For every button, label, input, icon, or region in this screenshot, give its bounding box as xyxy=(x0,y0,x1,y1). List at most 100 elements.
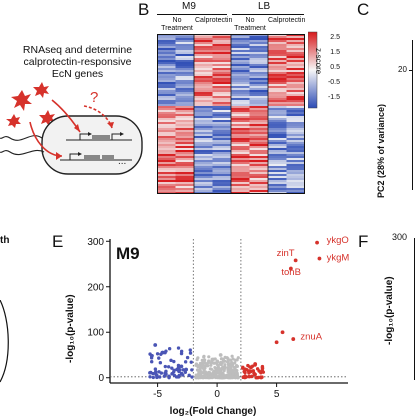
heatmap-cell xyxy=(194,154,213,157)
heatmap-cell xyxy=(249,106,269,109)
heatmap-cell xyxy=(231,182,250,185)
volcano-point-down xyxy=(188,351,193,355)
heatmap-cell xyxy=(175,152,195,155)
colorbar-tick-labels: 2.5 1.5 0.5 -0.5 -1.5 xyxy=(320,30,340,105)
heatmap-cell xyxy=(249,52,269,55)
heatmap-cell xyxy=(268,70,287,73)
heatmap-cell xyxy=(249,86,269,89)
heatmap-cell xyxy=(249,40,269,43)
heatmap-cell xyxy=(286,156,305,159)
heatmap-cell xyxy=(268,188,287,191)
pc2-axis-label: PC2 (28% of variance) xyxy=(376,103,386,198)
heatmap-cell xyxy=(194,180,213,183)
panel-a-line-3: EcN genes xyxy=(51,68,104,80)
heatmap-cell xyxy=(249,124,269,127)
volcano-point-down xyxy=(177,369,181,374)
heatmap-cell xyxy=(268,42,287,45)
volcano-point-down xyxy=(157,370,161,374)
heatmap-cell xyxy=(194,182,213,185)
heatmap-cell xyxy=(194,34,213,37)
heatmap-cell xyxy=(212,190,232,193)
heatmap-cell xyxy=(175,90,195,93)
volcano-x-tick-label: 5 xyxy=(274,389,280,400)
heatmap-cell xyxy=(286,102,305,105)
heatmap-cell xyxy=(194,126,213,129)
volcano-point-up xyxy=(260,368,265,373)
heatmap-cell xyxy=(249,84,269,87)
heatmap-cell xyxy=(249,160,269,163)
heatmap-cell xyxy=(157,80,176,83)
heatmap-cell xyxy=(286,170,305,173)
volcano-point xyxy=(225,359,230,364)
colorbar-title: z-score xyxy=(314,48,323,75)
heatmap-cell xyxy=(212,104,232,107)
heatmap-cell xyxy=(268,98,287,101)
volcano-point-down xyxy=(163,364,168,369)
heatmap-cell xyxy=(194,174,213,177)
calprotectin-star-icon xyxy=(39,110,55,126)
heatmap-cell xyxy=(157,48,176,51)
volcano-point-up xyxy=(251,369,256,373)
volcano-point-nonsig xyxy=(197,375,202,379)
heatmap-cell xyxy=(175,36,195,39)
volcano-point-down xyxy=(190,368,194,372)
heatmap-cell xyxy=(157,66,176,69)
heatmap-cell xyxy=(157,36,176,39)
heatmap-cell xyxy=(286,124,305,127)
heatmap-cell xyxy=(194,148,213,151)
heatmap-cell xyxy=(231,58,250,61)
volcano-point-nonsig xyxy=(195,357,199,362)
column-header-calprotectin-lb: Calprotectin xyxy=(268,17,306,24)
heatmap-cell xyxy=(175,130,195,133)
heatmap-cell xyxy=(249,68,269,71)
volcano-plot-m9: M9 -log₁₀(p-value) log₂(Fold Change) 300… xyxy=(65,235,349,417)
heatmap-cell xyxy=(231,68,250,71)
heatmap-cell xyxy=(286,126,305,129)
heatmap-cell xyxy=(157,76,176,79)
heatmap-cell xyxy=(286,132,305,135)
heatmap-cell xyxy=(249,164,269,167)
heatmap-cell xyxy=(268,38,287,41)
heatmap-cell xyxy=(268,140,287,143)
heatmap-cell xyxy=(286,66,305,69)
heatmap-cell xyxy=(157,102,176,105)
heatmap-cell xyxy=(157,124,176,127)
heatmap-cell xyxy=(194,100,213,103)
heatmap-cell xyxy=(286,34,305,37)
heatmap-cell xyxy=(286,92,305,95)
heatmap-cell xyxy=(212,148,232,151)
volcano-point-nonsig xyxy=(215,360,220,364)
heatmap-cell xyxy=(212,106,232,109)
heatmap-cell xyxy=(231,44,250,47)
heatmap-cell xyxy=(268,116,287,119)
heatmap-cell xyxy=(175,98,195,101)
column-header-line: Treatment xyxy=(234,25,266,32)
heatmap-cell xyxy=(249,120,269,123)
heatmap-cell xyxy=(231,48,250,51)
heatmap-cell xyxy=(157,84,176,87)
heatmap-cell xyxy=(175,34,195,37)
heatmap-cell xyxy=(231,172,250,175)
heatmap-cell xyxy=(157,122,176,125)
heatmap-cell xyxy=(212,120,232,123)
volcano-point xyxy=(315,240,319,245)
heatmap-cell xyxy=(249,158,269,161)
heatmap-cell xyxy=(249,144,269,147)
heatmap-cell xyxy=(268,114,287,117)
colorbar-tick: 0.5 xyxy=(330,64,340,71)
heatmap-cell xyxy=(175,88,195,91)
heatmap-cell xyxy=(231,98,250,101)
heatmap-cell xyxy=(212,96,232,99)
heatmap-cell xyxy=(249,152,269,155)
heatmap-cell xyxy=(157,106,176,109)
heatmap-cell xyxy=(249,60,269,63)
gene-label-tonB: tonB xyxy=(281,267,301,278)
heatmap-cell xyxy=(268,178,287,181)
heatmap-cell xyxy=(268,72,287,75)
heatmap-cell xyxy=(194,128,213,131)
heatmap-cell xyxy=(231,176,250,179)
heatmap-cell xyxy=(286,74,305,77)
volcano-x-axis-label: log₂(Fold Change) xyxy=(170,406,257,417)
heatmap-cell xyxy=(286,116,305,119)
heatmap-cell xyxy=(212,156,232,159)
